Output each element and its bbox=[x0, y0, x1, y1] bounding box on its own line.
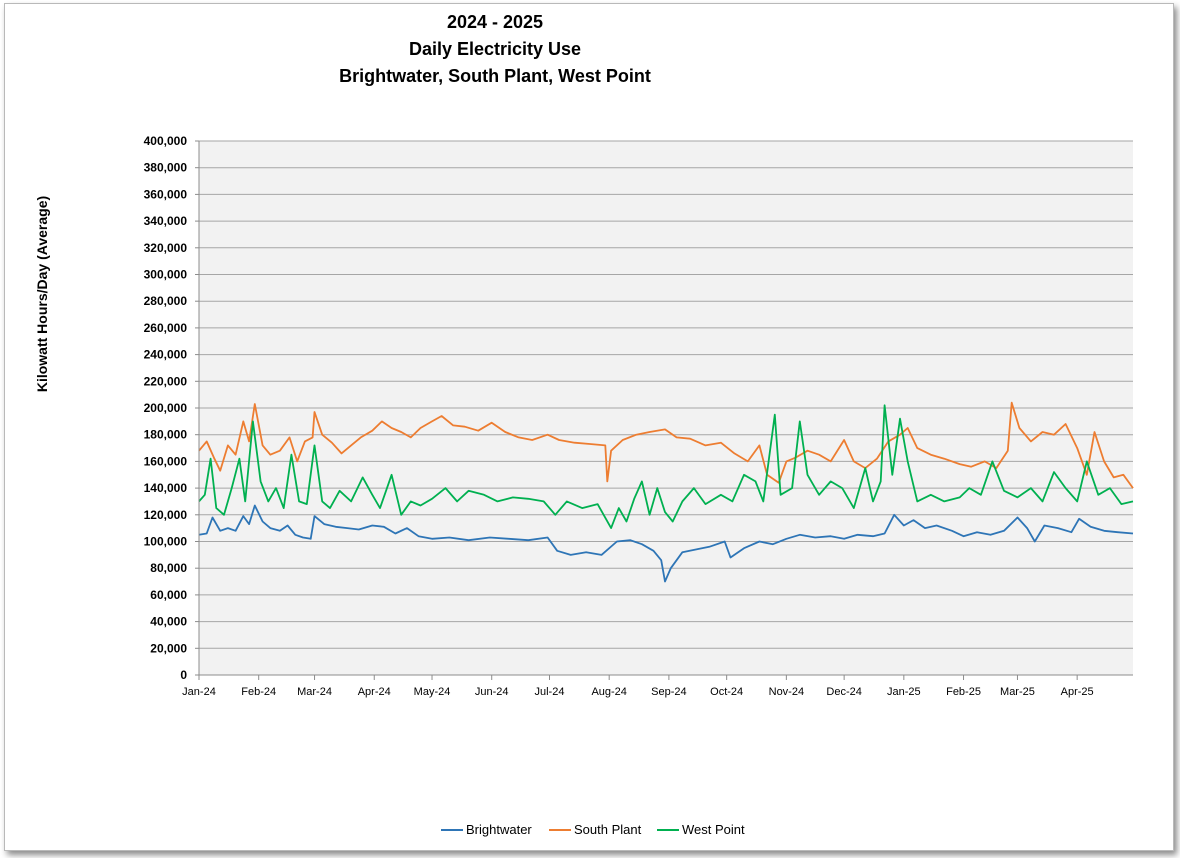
x-tick-label: Aug-24 bbox=[591, 686, 626, 698]
y-tick-label: 260,000 bbox=[144, 321, 188, 335]
y-tick-label: 140,000 bbox=[144, 481, 188, 495]
x-axis-tick-labels: Jan-24 Feb-24 Mar-24 Apr-24 May-24 Jun-24 Jul-… bbox=[182, 675, 1094, 698]
y-tick-label: 280,000 bbox=[144, 294, 188, 308]
x-tick-label: May-24 bbox=[414, 686, 451, 698]
y-tick-label: 380,000 bbox=[144, 161, 188, 175]
x-tick-label: Sep-24 bbox=[651, 686, 686, 698]
y-tick-label: 400,000 bbox=[144, 134, 188, 148]
y-axis-label: Kilowatt Hours/Day (Average) bbox=[34, 196, 50, 392]
x-tick-label: Jan-24 bbox=[182, 686, 216, 698]
chart-frame: 2024 - 2025 Daily Electricity Use Bright… bbox=[4, 3, 1174, 851]
y-tick-label: 220,000 bbox=[144, 374, 188, 388]
line-chart: 2024 - 2025 Daily Electricity Use Bright… bbox=[34, 12, 1134, 837]
chart-title-line-3: Brightwater, South Plant, West Point bbox=[339, 66, 651, 86]
x-tick-label: Mar-25 bbox=[1000, 686, 1035, 698]
y-tick-label: 100,000 bbox=[144, 535, 188, 549]
x-tick-label: Dec-24 bbox=[826, 686, 861, 698]
y-tick-label: 0 bbox=[180, 668, 187, 682]
legend: Brightwater South Plant West Point bbox=[441, 822, 745, 837]
y-tick-label: 120,000 bbox=[144, 508, 188, 522]
legend-label: West Point bbox=[682, 822, 745, 837]
chart-title-line-1: 2024 - 2025 bbox=[447, 12, 543, 32]
x-tick-label: Oct-24 bbox=[710, 686, 743, 698]
legend-label: South Plant bbox=[574, 822, 642, 837]
x-tick-label: Mar-24 bbox=[297, 686, 332, 698]
x-tick-label: Jul-24 bbox=[535, 686, 565, 698]
series-line-west-point bbox=[198, 404, 1134, 529]
y-tick-label: 180,000 bbox=[144, 428, 188, 442]
legend-item-brightwater: Brightwater bbox=[441, 822, 532, 837]
series-lines bbox=[198, 401, 1134, 583]
x-tick-label: Jun-24 bbox=[475, 686, 509, 698]
series-line-south-plant bbox=[198, 401, 1134, 489]
y-tick-label: 40,000 bbox=[150, 615, 187, 629]
x-tick-label: Apr-25 bbox=[1061, 686, 1094, 698]
x-tick-label: Feb-24 bbox=[241, 686, 276, 698]
x-tick-label: Jan-25 bbox=[887, 686, 921, 698]
legend-item-west-point: West Point bbox=[657, 822, 745, 837]
y-axis-tick-labels: 0 20,000 40,000 60,000 80,000 100,000 120,000 1… bbox=[144, 134, 199, 682]
y-tick-label: 320,000 bbox=[144, 241, 188, 255]
chart-title-line-2: Daily Electricity Use bbox=[409, 39, 581, 59]
legend-label: Brightwater bbox=[466, 822, 532, 837]
x-tick-label: Apr-24 bbox=[358, 686, 391, 698]
y-tick-label: 80,000 bbox=[150, 561, 187, 575]
y-tick-label: 200,000 bbox=[144, 401, 188, 415]
y-tick-label: 20,000 bbox=[150, 641, 187, 655]
y-tick-label: 340,000 bbox=[144, 214, 188, 228]
y-tick-label: 60,000 bbox=[150, 588, 187, 602]
y-tick-label: 240,000 bbox=[144, 348, 188, 362]
chart-title: 2024 - 2025 Daily Electricity Use Bright… bbox=[339, 12, 651, 86]
x-tick-label: Feb-25 bbox=[946, 686, 981, 698]
gridlines bbox=[199, 140, 1133, 649]
y-tick-label: 360,000 bbox=[144, 187, 188, 201]
legend-item-south-plant: South Plant bbox=[549, 822, 642, 837]
y-tick-label: 300,000 bbox=[144, 268, 188, 282]
x-tick-label: Nov-24 bbox=[769, 686, 804, 698]
series-line-brightwater bbox=[198, 504, 1134, 583]
y-tick-label: 160,000 bbox=[144, 454, 188, 468]
